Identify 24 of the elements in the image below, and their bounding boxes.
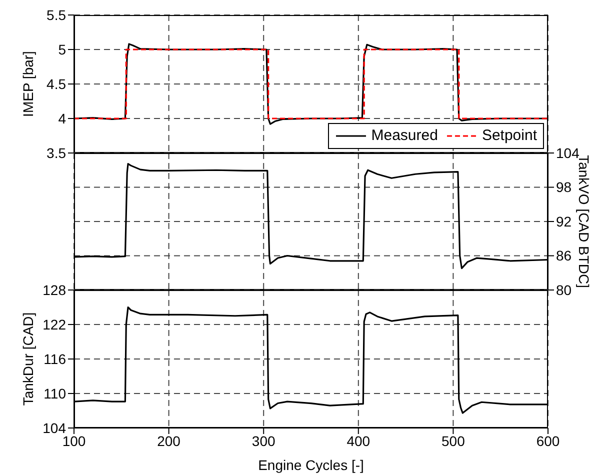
y2-tick-label: 86 — [556, 248, 572, 264]
y2-tick-label: 104 — [556, 144, 580, 161]
legend-label: Setpoint — [482, 127, 537, 145]
y-tick-label: 3.5 — [46, 144, 66, 161]
y2-tick-label: 92 — [556, 213, 572, 230]
x-tick-label: 400 — [346, 432, 370, 449]
y2-tick-label: 80 — [556, 282, 572, 298]
x-tick-label: 600 — [536, 432, 560, 449]
y-tick-label: 5 — [58, 41, 66, 58]
x-tick-label: 500 — [442, 432, 466, 449]
legend-label: Measured — [371, 127, 438, 145]
y-tick-label: 128 — [42, 282, 66, 298]
y-tick-label: 4.5 — [46, 76, 66, 92]
x-tick-label: 300 — [252, 432, 276, 449]
y2-tick-label: 98 — [556, 179, 572, 196]
y-tick-label: 4 — [58, 110, 66, 126]
y-axis-title: IMEP [bar] — [20, 51, 36, 117]
y-tick-label: 116 — [44, 350, 66, 367]
x-axis-title: Engine Cycles [-] — [258, 457, 364, 473]
y-tick-label: 122 — [42, 316, 66, 332]
y-tick-label: 110 — [44, 385, 66, 402]
x-tick-label: 200 — [157, 432, 181, 449]
y-tick-label: 5.5 — [46, 6, 66, 23]
y-axis-title: TankDur [CAD] — [20, 312, 36, 406]
